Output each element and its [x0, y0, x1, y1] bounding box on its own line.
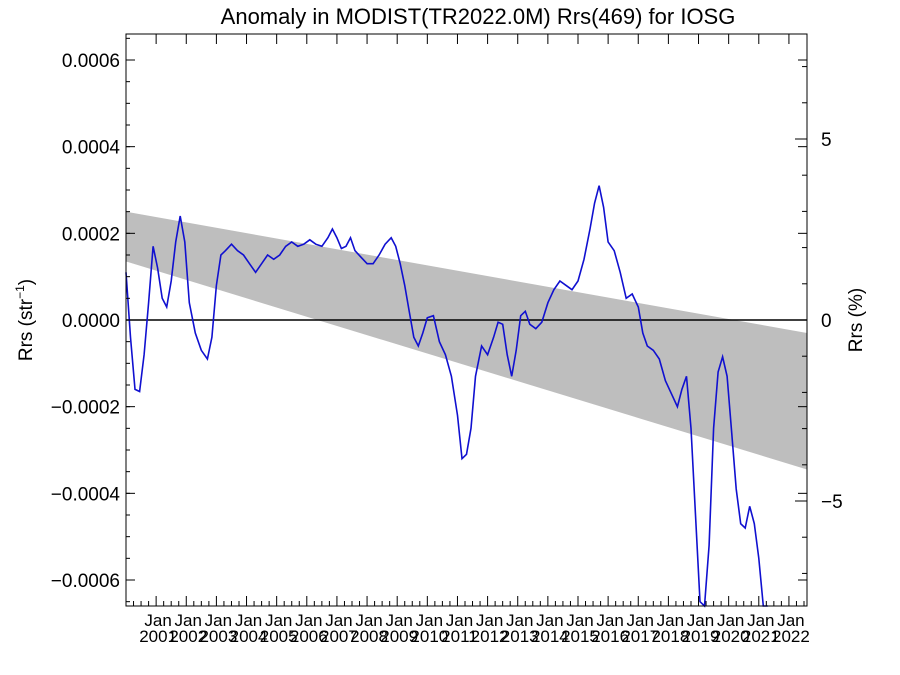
- y-tick-label: 0.0000: [62, 311, 120, 332]
- x-tick-year: 2022: [772, 627, 810, 646]
- x-tick-year: 2021: [742, 627, 780, 646]
- x-tick-month: Jan: [205, 611, 232, 630]
- y-tick-label: 0.0002: [62, 224, 120, 245]
- x-tick-year: 2008: [350, 627, 388, 646]
- left-y-axis-label-close: ): [16, 279, 37, 285]
- x-tick-year: 2013: [501, 627, 539, 646]
- x-tick-year: 2009: [380, 627, 418, 646]
- x-tick-year: 2006: [290, 627, 328, 646]
- x-tick-year: 2004: [230, 627, 268, 646]
- left-y-axis-label: Rrs (str−1): [13, 279, 37, 361]
- x-tick-year: 2001: [139, 627, 177, 646]
- x-tick-month: Jan: [566, 611, 593, 630]
- x-tick-month: Jan: [144, 611, 171, 630]
- x-tick-year: 2002: [169, 627, 207, 646]
- x-tick-month: Jan: [657, 611, 684, 630]
- left-y-axis-label-text: Rrs (str: [16, 298, 37, 361]
- x-axis: Jan2001Jan2002Jan2003Jan2004Jan2005Jan20…: [133, 34, 810, 646]
- x-tick-year: 2019: [682, 627, 720, 646]
- x-tick-year: 2007: [320, 627, 358, 646]
- x-tick-year: 2017: [621, 627, 659, 646]
- x-tick-month: Jan: [717, 611, 744, 630]
- x-tick-year: 2010: [410, 627, 448, 646]
- x-tick-month: Jan: [687, 611, 714, 630]
- smoothed-anomaly-line: [125, 185, 768, 608]
- x-tick-month: Jan: [265, 611, 292, 630]
- y-tick-label: 0.0006: [62, 51, 120, 72]
- y-right-tick-label: −5: [821, 492, 843, 513]
- x-tick-month: Jan: [747, 611, 774, 630]
- x-tick-year: 2018: [651, 627, 689, 646]
- x-tick-month: Jan: [627, 611, 654, 630]
- x-tick-month: Jan: [596, 611, 623, 630]
- x-tick-month: Jan: [385, 611, 412, 630]
- x-tick-year: 2011: [441, 627, 478, 646]
- x-tick-year: 2016: [591, 627, 629, 646]
- plot-area: [125, 33, 808, 608]
- y-tick-label: 0.0004: [62, 138, 121, 159]
- left-y-axis: 0.0006 0.0004 0.0002 0.0000 −0.0002 −0.0004 −0…: [51, 37, 807, 603]
- y-right-tick-label: 5: [821, 130, 832, 151]
- x-tick-month: Jan: [295, 611, 322, 630]
- y-right-tick-label: 0: [821, 311, 832, 332]
- x-tick-year: 2005: [260, 627, 298, 646]
- x-tick-month: Jan: [476, 611, 503, 630]
- x-tick-month: Jan: [446, 611, 473, 630]
- x-tick-year: 2003: [199, 627, 237, 646]
- x-tick-year: 2015: [561, 627, 599, 646]
- x-tick-month: Jan: [235, 611, 262, 630]
- y-tick-label: −0.0004: [51, 484, 121, 505]
- x-tick-month: Jan: [536, 611, 563, 630]
- right-y-axis: 5 0 −5: [795, 66, 843, 574]
- left-y-axis-label-sup: −1: [13, 285, 27, 299]
- x-tick-month: Jan: [777, 611, 804, 630]
- chart-title: Anomaly in MODIST(TR2022.0M) Rrs(469) fo…: [221, 4, 736, 29]
- y-tick-label: −0.0006: [51, 571, 120, 592]
- right-y-axis-label: Rrs (%): [846, 288, 867, 352]
- x-tick-year: 2014: [531, 627, 569, 646]
- x-tick-year: 2012: [471, 627, 509, 646]
- x-tick-year: 2020: [712, 627, 750, 646]
- x-tick-month: Jan: [325, 611, 352, 630]
- x-tick-month: Jan: [355, 611, 382, 630]
- y-tick-label: −0.0002: [51, 398, 120, 419]
- x-tick-month: Jan: [506, 611, 533, 630]
- x-tick-month: Jan: [175, 611, 202, 630]
- trend-uncertainty-band: [126, 211, 807, 470]
- x-tick-month: Jan: [416, 611, 443, 630]
